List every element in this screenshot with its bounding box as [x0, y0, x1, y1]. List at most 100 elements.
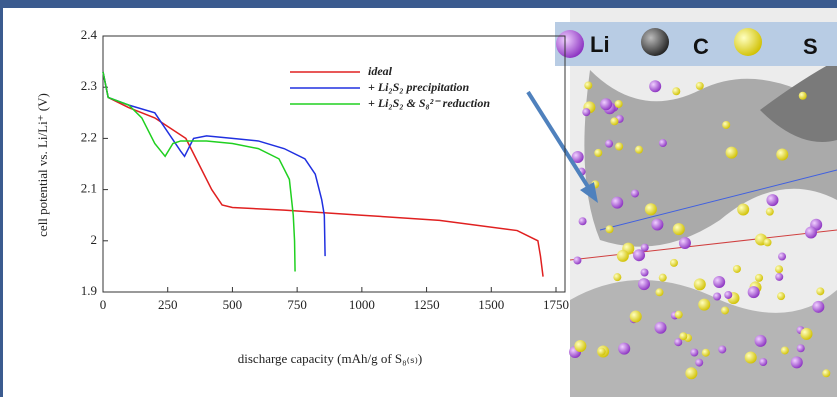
- atom: [618, 343, 630, 355]
- atom: [698, 299, 710, 311]
- atom: [822, 369, 830, 377]
- atom: [694, 278, 706, 290]
- atom: [672, 87, 680, 95]
- atom: [745, 351, 757, 363]
- atom: [617, 250, 629, 262]
- atom: [755, 274, 763, 282]
- atom: [766, 208, 774, 216]
- y-tick-label: 2.1: [81, 181, 97, 196]
- x-tick-label: 250: [158, 297, 178, 312]
- atom: [673, 223, 685, 235]
- atom: [659, 274, 667, 282]
- atom: [615, 142, 623, 150]
- atom: [812, 301, 824, 313]
- x-tick-label: 750: [287, 297, 307, 312]
- atom: [722, 121, 730, 129]
- atom: [766, 194, 778, 206]
- atom: [702, 349, 710, 357]
- c-sphere: [641, 28, 669, 56]
- atom: [635, 146, 643, 154]
- atom: [574, 340, 586, 352]
- left-border: [0, 0, 3, 397]
- atom: [759, 358, 767, 366]
- atom: [690, 348, 698, 356]
- atom: [724, 291, 732, 299]
- x-tick-label: 0: [100, 297, 107, 312]
- atom: [799, 92, 807, 100]
- x-axis-label: discharge capacity (mAh/g of S₈₍ₛ₎): [238, 351, 422, 366]
- y-tick-label: 1.9: [81, 283, 97, 298]
- atom: [655, 288, 663, 296]
- atom: [775, 273, 783, 281]
- x-tick-label: 1000: [349, 297, 375, 312]
- y-axis-label: cell potential vs. Li/Li⁺ (V): [35, 93, 50, 237]
- x-tick-label: 1250: [414, 297, 440, 312]
- atom: [776, 148, 788, 160]
- legend-label: + Li₂S₂ & S₈²⁻ reduction: [368, 96, 490, 110]
- s-sphere: [734, 28, 762, 56]
- top-bar: [0, 0, 837, 8]
- atom: [713, 276, 725, 288]
- legend-label: ideal: [368, 64, 393, 78]
- atom: [651, 218, 663, 230]
- x-tick-label: 1750: [543, 297, 569, 312]
- atom: [633, 249, 645, 261]
- atom: [685, 367, 697, 379]
- atom: [718, 345, 726, 353]
- x-tick-label: 1500: [478, 297, 504, 312]
- atom: [631, 189, 639, 197]
- atom: [733, 265, 741, 273]
- atom-label: C: [693, 34, 709, 59]
- y-tick-label: 2: [91, 232, 98, 247]
- x-tick-label: 500: [223, 297, 243, 312]
- atom: [670, 259, 678, 267]
- atom: [777, 292, 785, 300]
- molecule-image: [569, 8, 837, 397]
- atom: [805, 227, 817, 239]
- atom: [582, 108, 590, 116]
- atom: [659, 139, 667, 147]
- y-tick-label: 2.3: [81, 78, 97, 93]
- atom: [655, 322, 667, 334]
- atom-label: S: [803, 34, 818, 59]
- legend-label: + Li₂S₂ precipitation: [368, 80, 470, 94]
- atom: [641, 268, 649, 276]
- atom: [600, 98, 612, 110]
- atom: [649, 80, 661, 92]
- li-sphere: [556, 30, 584, 58]
- atom: [748, 286, 760, 298]
- atom: [721, 306, 729, 314]
- atom: [573, 256, 581, 264]
- atom: [781, 346, 789, 354]
- atom: [579, 217, 587, 225]
- atom: [675, 311, 683, 319]
- atom: [630, 311, 642, 323]
- atom: [611, 197, 623, 209]
- atom: [713, 292, 721, 300]
- atom: [606, 225, 614, 233]
- atom: [613, 273, 621, 281]
- atom: [791, 356, 803, 368]
- atom: [726, 147, 738, 159]
- y-tick-label: 2.4: [81, 27, 98, 42]
- atom: [755, 335, 767, 347]
- atom: [615, 100, 623, 108]
- atom: [645, 203, 657, 215]
- slide: Li C S 0 250 500 750 1000 1250 1500 1750 1.9 2 2.1…: [0, 0, 837, 397]
- atom: [696, 82, 704, 90]
- atom: [605, 140, 613, 148]
- y-tick-label: 2.2: [81, 129, 97, 144]
- atom: [778, 253, 786, 261]
- atom: [638, 278, 650, 290]
- atom: [797, 344, 805, 352]
- atom: [800, 328, 812, 340]
- atom: [695, 359, 703, 367]
- atom: [775, 265, 783, 273]
- atom: [737, 203, 749, 215]
- atom: [598, 348, 606, 356]
- atom: [679, 332, 687, 340]
- atom: [594, 149, 602, 157]
- atom: [764, 238, 772, 246]
- atom: [610, 117, 618, 125]
- atom-label: Li: [590, 32, 610, 57]
